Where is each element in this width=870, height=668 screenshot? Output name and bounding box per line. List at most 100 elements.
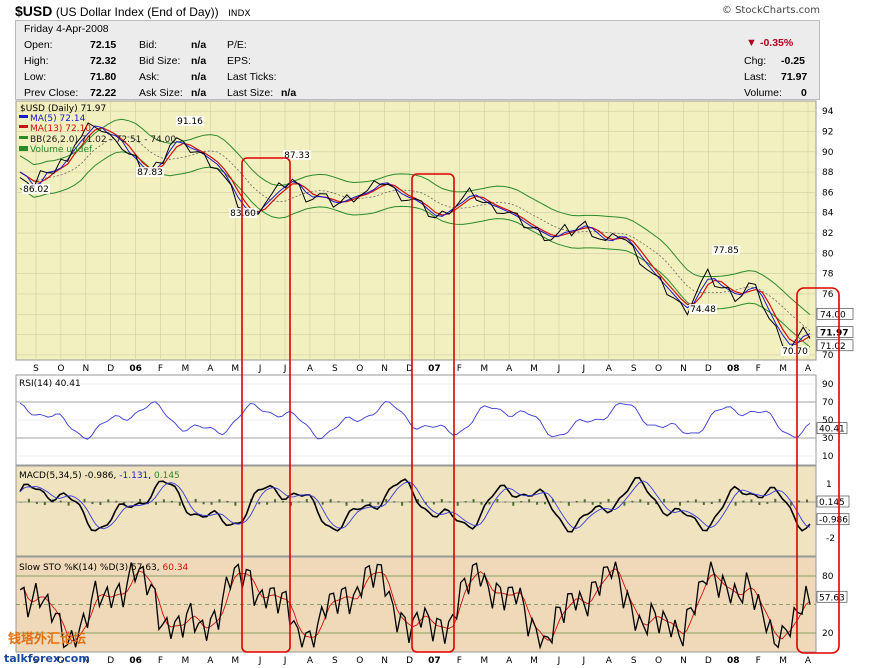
- ask-value: n/a: [191, 71, 207, 83]
- annotation-bg: [229, 208, 257, 218]
- rsi-tag-box: [816, 422, 848, 434]
- x-tick-label: J: [283, 656, 287, 666]
- watermark-cn: 钱塔外汇论坛: [8, 631, 86, 647]
- x-tick-label: 08: [727, 656, 740, 666]
- macd-histogram-bar: [337, 501, 340, 503]
- macd-histogram-bar: [282, 501, 285, 503]
- x-tick-label: N: [381, 364, 388, 374]
- x-tick-label: M: [231, 656, 239, 666]
- macd-histogram-bar: [544, 502, 547, 505]
- macd-histogram-bar: [210, 502, 213, 505]
- macd-histogram-bar: [671, 501, 674, 503]
- rsi-y-tick-label: 30: [822, 434, 834, 444]
- x-tick-label: S: [332, 656, 338, 666]
- price-tag-label: 71.02: [820, 342, 846, 352]
- x-tick-label: O: [57, 364, 64, 374]
- macd-histogram-bar: [623, 502, 626, 506]
- x-tick-label: M: [530, 364, 538, 374]
- x-tick-label: M: [779, 364, 787, 374]
- sto-tag-box: [816, 590, 848, 603]
- price-annotation: 77.85: [713, 246, 739, 256]
- x-tick-label: N: [82, 364, 89, 374]
- legend-macd: MACD(5,34,5) -0.986, -1.131, 0.145: [19, 471, 180, 481]
- macd-histogram-bar: [488, 502, 491, 505]
- quote-date: Friday 4-Apr-2008: [24, 23, 109, 35]
- pct-change-value: -0.35%: [759, 37, 794, 49]
- sto-k-line: [19, 561, 811, 650]
- macd-histogram-bar: [409, 501, 412, 503]
- pe-label: P/E:: [227, 39, 247, 51]
- x-tick-label: D: [107, 656, 114, 666]
- price-annotation: 91.16: [177, 117, 203, 127]
- rsi-y-tick-label: 90: [822, 380, 834, 390]
- quote-panel: Friday 4-Apr-2008 Open: 72.15 High: 72.3…: [15, 20, 820, 100]
- macd-histogram-bar: [43, 502, 46, 506]
- legend-macd-v1: -0.986: [85, 471, 114, 481]
- highlight-box-2: [411, 173, 455, 653]
- macd-histogram-bar: [194, 498, 197, 503]
- macd-histogram-bar: [178, 502, 181, 506]
- x-tick-label: S: [631, 656, 637, 666]
- x-tick-label: J: [258, 364, 262, 374]
- title-row: $USD (US Dollar Index (End of Day)) INDX…: [15, 3, 820, 19]
- macd-histogram-bar: [266, 502, 269, 505]
- macd-histogram-bar: [361, 499, 364, 503]
- legend-volume: Volume undef: [30, 145, 93, 155]
- price-y-tick-label: 76: [822, 290, 834, 300]
- volume-label: Volume:: [744, 87, 782, 99]
- open-label: Open:: [24, 39, 53, 51]
- high-value: 72.32: [90, 55, 117, 67]
- x-tick-label: M: [530, 656, 538, 666]
- macd-histogram-bar: [35, 502, 38, 504]
- bid-label: Bid:: [139, 39, 158, 51]
- x-tick-label: O: [655, 656, 662, 666]
- bid-value: n/a: [191, 39, 207, 51]
- price-tag-label: 71.97: [820, 329, 848, 339]
- macd-histogram-bar: [790, 502, 793, 506]
- macd-histogram-bar: [758, 502, 761, 506]
- x-tick-label: O: [57, 656, 64, 666]
- macd-histogram-bar: [369, 502, 372, 505]
- macd-histogram-bar: [91, 502, 94, 505]
- macd-histogram-bar: [559, 501, 562, 503]
- prev-close-label: Prev Close:: [24, 87, 79, 99]
- price-annotation: 87.33: [284, 151, 310, 161]
- macd-histogram-bar: [702, 502, 705, 505]
- annotation-bg: [689, 304, 717, 314]
- sto-y-tick-label: 20: [822, 629, 834, 639]
- macd-histogram-bar: [647, 502, 650, 505]
- x-tick-label: J: [258, 656, 262, 666]
- x-tick-label: 08: [727, 364, 740, 374]
- x-tick-label: M: [182, 364, 190, 374]
- x-tick-label: A: [506, 656, 513, 666]
- x-tick-label: D: [705, 656, 712, 666]
- macd-histogram-bar: [710, 502, 713, 504]
- x-tick-label: N: [381, 656, 388, 666]
- macd-histogram-bar: [448, 501, 451, 503]
- price-y-tick-label: 70: [822, 351, 834, 361]
- annotation-bg: [22, 184, 50, 194]
- x-tick-label: D: [107, 364, 114, 374]
- ask-size-label: Ask Size:: [139, 87, 183, 99]
- rsi-series: [19, 401, 811, 440]
- sto-y-axis: 20 80 57.63: [816, 572, 848, 639]
- copyright[interactable]: © StockCharts.com: [721, 5, 820, 16]
- price-y-axis: 70727476788082848688909294: [822, 107, 834, 361]
- price-tag-box: [816, 307, 854, 320]
- x-tick-label: A: [307, 656, 314, 666]
- macd-histogram-bar: [631, 500, 634, 503]
- macd-histogram-bar: [456, 502, 459, 506]
- macd-histogram-bar: [734, 502, 737, 506]
- rsi-grid: [16, 383, 816, 457]
- macd-histogram-bar: [297, 501, 300, 503]
- x-tick-label: F: [756, 656, 761, 666]
- bid-size-value: n/a: [191, 55, 207, 67]
- macd-histogram-bar: [131, 501, 134, 503]
- x-tick-label: S: [33, 364, 39, 374]
- price-panel: [15, 100, 817, 361]
- macd-histogram-bar: [798, 500, 801, 503]
- price-tag-box: [816, 339, 854, 352]
- macd-line: [19, 476, 811, 533]
- x-tick-label: J: [557, 364, 561, 374]
- macd-histogram-bar: [591, 502, 594, 505]
